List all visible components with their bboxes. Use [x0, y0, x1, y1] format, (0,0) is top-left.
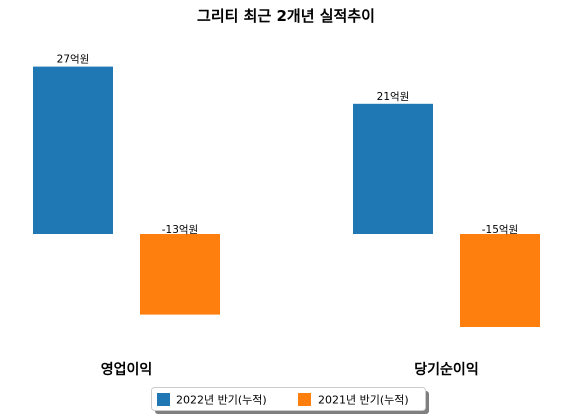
- legend: 2022년 반기(누적) 2021년 반기(누적): [151, 387, 429, 414]
- data-label-s0-c1: 21억원: [377, 91, 410, 103]
- category-label-0: 영업이익: [101, 361, 153, 378]
- legend-swatch-1: [298, 393, 311, 406]
- category-labels-layer: 영업이익 당기순이익: [101, 361, 479, 378]
- chart-title: 그리티 최근 2개년 실적추이: [197, 7, 375, 25]
- data-labels-layer: 27억원 -13억원 21억원 -15억원: [57, 54, 519, 236]
- data-label-s1-c0: -13억원: [162, 224, 198, 236]
- data-label-s0-c0: 27억원: [57, 54, 90, 66]
- legend-frame: [151, 387, 426, 411]
- bar-s1-c1: [460, 234, 540, 327]
- category-label-1: 당기순이익: [414, 361, 478, 378]
- bars-layer: [33, 66, 540, 327]
- legend-label-0: 2022년 반기(누적): [176, 394, 267, 407]
- bar-s0-c0: [33, 66, 113, 234]
- legend-label-1: 2021년 반기(누적): [318, 394, 409, 407]
- bar-s0-c1: [353, 103, 433, 234]
- bar-s1-c0: [140, 234, 220, 315]
- data-label-s1-c1: -15억원: [482, 224, 518, 236]
- legend-swatch-0: [157, 393, 170, 406]
- legend-items: 2022년 반기(누적) 2021년 반기(누적): [157, 393, 409, 407]
